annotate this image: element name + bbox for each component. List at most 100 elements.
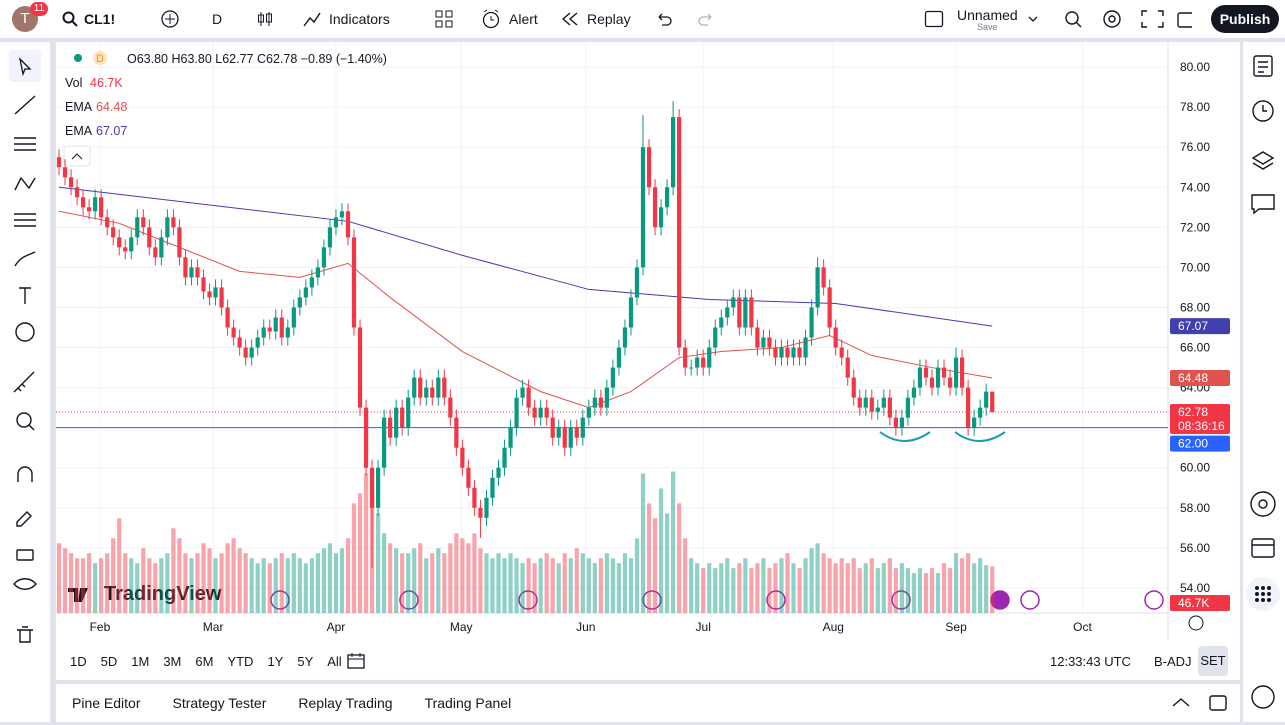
volume-bar xyxy=(923,573,929,613)
volume-bar xyxy=(785,553,790,613)
volume-bar xyxy=(899,563,904,613)
widget-icons[interactable] xyxy=(1243,42,1285,722)
y-tick-label: 80.00 xyxy=(1180,60,1210,74)
layout-menu[interactable] xyxy=(1026,12,1040,26)
interval[interactable]: D xyxy=(212,11,223,27)
volume-bar xyxy=(478,548,483,613)
save-hint[interactable]: Save xyxy=(977,22,998,32)
candle-body xyxy=(532,407,537,418)
candle-body xyxy=(436,377,441,398)
settings-icon[interactable] xyxy=(1188,615,1204,631)
symbol[interactable]: CL1! xyxy=(84,11,116,27)
candle-body xyxy=(111,227,116,238)
adjustment[interactable]: B-ADJ xyxy=(1154,654,1192,669)
range-button[interactable]: 3M xyxy=(163,654,182,669)
volume-bar xyxy=(315,553,321,613)
layouts-icon[interactable] xyxy=(434,9,454,29)
volume-bar xyxy=(123,553,128,613)
status-dot xyxy=(74,54,82,62)
chart[interactable]: D O63.80 H63.80 L62.77 C62.78 −0.89 (−1.… xyxy=(56,42,1240,642)
volume-bar xyxy=(321,548,327,613)
candle-body xyxy=(845,357,850,378)
volume-bar xyxy=(285,558,290,613)
candle-body xyxy=(580,417,585,438)
volume-bar xyxy=(610,558,616,613)
search-icon[interactable] xyxy=(62,11,78,27)
undo-redo[interactable] xyxy=(656,11,716,27)
candle-body xyxy=(833,327,838,348)
volume-bar xyxy=(731,568,736,613)
session[interactable]: SET xyxy=(1198,646,1228,676)
panel-tab[interactable]: Replay Trading xyxy=(298,695,393,711)
candle-body xyxy=(267,327,272,332)
volume-bar xyxy=(809,548,814,613)
candle-body xyxy=(725,307,730,318)
chart-type[interactable] xyxy=(255,9,275,29)
candle-body xyxy=(526,387,531,408)
layout-icon[interactable] xyxy=(924,10,944,28)
range-button[interactable]: 5D xyxy=(100,654,118,669)
volume-bar xyxy=(363,473,369,613)
volume-bar xyxy=(375,513,381,613)
drawing-tools[interactable] xyxy=(0,42,50,722)
candle-body xyxy=(243,347,248,358)
replay-icon[interactable] xyxy=(561,11,579,27)
layout-name[interactable]: Unnamed xyxy=(957,7,1018,23)
range-button[interactable]: 1D xyxy=(70,654,87,669)
collapse-legend[interactable] xyxy=(63,145,91,167)
ema-price-label: 67.07 xyxy=(1178,319,1208,333)
candle-body xyxy=(701,357,706,368)
alert-icon[interactable] xyxy=(480,8,502,30)
range-button[interactable]: 5Y xyxy=(297,654,314,669)
volume-bar xyxy=(454,533,459,613)
volume-bar xyxy=(658,488,664,613)
candle-body xyxy=(917,367,923,388)
candle-body xyxy=(797,347,802,358)
volume-bar xyxy=(905,568,911,613)
volume-bar xyxy=(309,558,314,613)
volume-bar xyxy=(357,493,363,613)
candle-body xyxy=(887,397,892,418)
range-button[interactable]: 6M xyxy=(195,654,214,669)
panel-controls[interactable] xyxy=(1170,693,1230,713)
candle-body xyxy=(941,367,947,378)
candle-body xyxy=(56,157,62,168)
candle-body xyxy=(159,237,164,258)
publish-button[interactable]: Publish xyxy=(1211,5,1279,33)
x-tick-label: Oct xyxy=(1073,620,1092,634)
volume-bar xyxy=(929,568,935,613)
panel-tab[interactable]: Strategy Tester xyxy=(172,695,267,711)
panel-tab[interactable]: Trading Panel xyxy=(424,695,512,711)
range-button[interactable]: 1M xyxy=(131,654,150,669)
candle-body xyxy=(412,377,417,398)
range-button[interactable]: YTD xyxy=(227,654,254,669)
top-toolbar: T 11 CL1! D Indicators Alert Replay Unna… xyxy=(0,0,1285,38)
candle-body xyxy=(839,347,844,358)
candle-body xyxy=(628,297,634,328)
alert-button[interactable]: Alert xyxy=(509,11,538,27)
candle-body xyxy=(375,467,381,508)
candle-body xyxy=(953,357,959,388)
top-right-icons[interactable] xyxy=(1062,8,1192,30)
y-tick-label: 54.00 xyxy=(1180,581,1210,595)
volume-bar xyxy=(550,558,555,613)
clock[interactable]: 12:33:43 UTC xyxy=(1050,654,1131,669)
event-icons[interactable] xyxy=(270,590,1164,610)
grid xyxy=(56,42,1168,613)
volume-bar xyxy=(219,553,224,613)
replay-button[interactable]: Replay xyxy=(587,11,631,27)
indicators-icon[interactable] xyxy=(302,9,322,29)
volume-bar xyxy=(695,563,700,613)
goto-date[interactable] xyxy=(346,652,366,670)
volume-bar xyxy=(978,558,983,613)
range-button[interactable]: All xyxy=(327,654,342,669)
candle-body xyxy=(671,117,676,188)
range-button[interactable]: 1Y xyxy=(267,654,284,669)
candle-body xyxy=(351,237,357,328)
volume-bar xyxy=(743,558,748,613)
panel-tab[interactable]: Pine Editor xyxy=(72,695,141,711)
volume-bar xyxy=(911,573,917,613)
indicators-button[interactable]: Indicators xyxy=(329,11,390,27)
add-symbol[interactable] xyxy=(160,9,180,29)
volume-bar xyxy=(56,543,62,613)
